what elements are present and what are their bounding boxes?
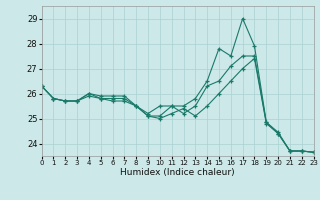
X-axis label: Humidex (Indice chaleur): Humidex (Indice chaleur) — [120, 168, 235, 177]
